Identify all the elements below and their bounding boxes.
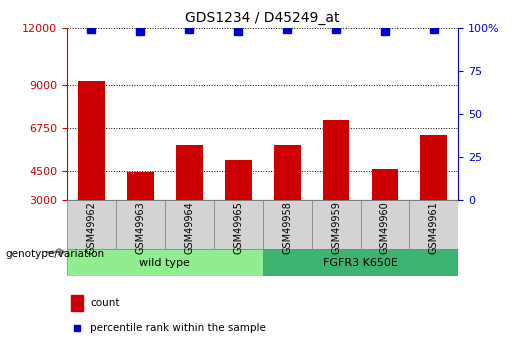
- Bar: [360, 200, 409, 249]
- Text: wild type: wild type: [140, 258, 190, 268]
- Bar: [263, 200, 312, 249]
- Text: GSM49964: GSM49964: [184, 201, 194, 254]
- Text: FGFR3 K650E: FGFR3 K650E: [323, 258, 398, 268]
- Text: GSM49961: GSM49961: [429, 201, 439, 254]
- Text: GSM49963: GSM49963: [135, 201, 145, 254]
- Text: GSM49960: GSM49960: [380, 201, 390, 254]
- Bar: [409, 200, 458, 249]
- Bar: [67, 249, 263, 276]
- Bar: [322, 120, 350, 258]
- Bar: [78, 81, 105, 258]
- Text: count: count: [91, 298, 120, 308]
- Bar: [225, 160, 252, 258]
- Text: GSM49958: GSM49958: [282, 201, 292, 255]
- Bar: [127, 172, 154, 258]
- Bar: [71, 295, 82, 311]
- Bar: [273, 146, 301, 258]
- Text: GSM49965: GSM49965: [233, 201, 243, 255]
- Title: GDS1234 / D45249_at: GDS1234 / D45249_at: [185, 11, 340, 25]
- Text: GSM49959: GSM49959: [331, 201, 341, 255]
- Bar: [420, 135, 448, 258]
- Text: percentile rank within the sample: percentile rank within the sample: [91, 323, 266, 333]
- Bar: [312, 200, 360, 249]
- Bar: [67, 200, 116, 249]
- Bar: [371, 169, 399, 258]
- Bar: [165, 200, 214, 249]
- Bar: [214, 200, 263, 249]
- Bar: [263, 249, 458, 276]
- Bar: [116, 200, 165, 249]
- Bar: [176, 145, 203, 258]
- Text: GSM49962: GSM49962: [87, 201, 96, 255]
- Text: genotype/variation: genotype/variation: [5, 249, 104, 258]
